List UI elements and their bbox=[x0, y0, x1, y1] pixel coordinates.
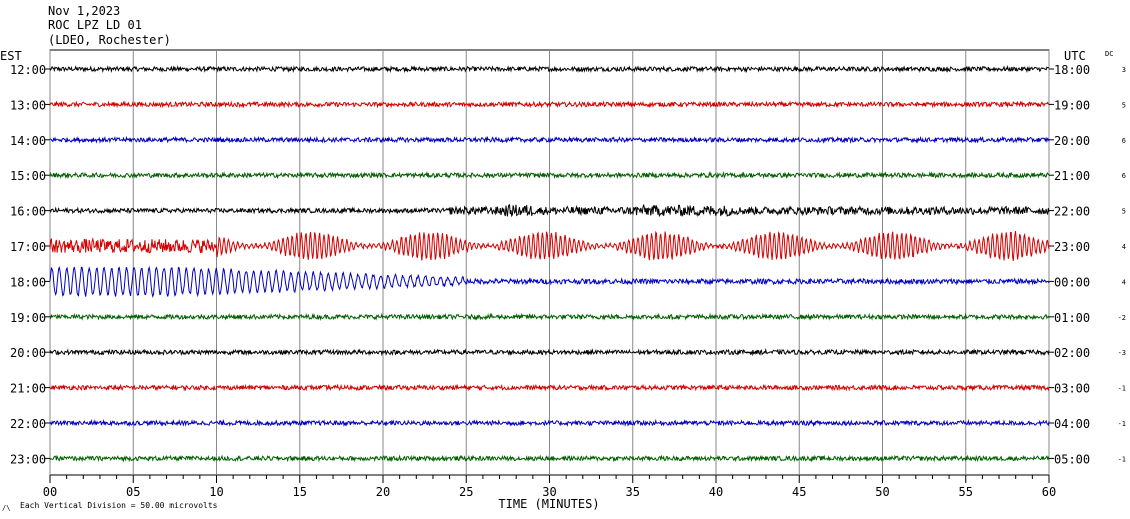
dc-offset-label: 6 bbox=[1122, 137, 1126, 145]
est-hour-label: 16:00 bbox=[10, 205, 46, 219]
trace-0000 bbox=[49, 265, 1050, 299]
utc-axis-title: UTC bbox=[1064, 49, 1086, 63]
x-tick-label: 25 bbox=[459, 485, 473, 499]
x-tick-label: 35 bbox=[626, 485, 640, 499]
dc-offset-label: -1 bbox=[1118, 385, 1126, 393]
est-hour-label: 19:00 bbox=[10, 311, 46, 325]
utc-hour-label: 20:00 bbox=[1054, 134, 1090, 148]
trace-0200 bbox=[49, 348, 1050, 357]
trace-2200 bbox=[49, 203, 1050, 218]
trace-0100 bbox=[49, 312, 1050, 321]
est-axis-title: EST bbox=[0, 49, 22, 63]
dc-offset-label: -2 bbox=[1118, 314, 1126, 322]
est-hour-label: 18:00 bbox=[10, 275, 46, 289]
x-tick-label: 40 bbox=[709, 485, 723, 499]
station-label: ROC LPZ LD 01 bbox=[48, 18, 142, 32]
utc-hour-label: 19:00 bbox=[1054, 98, 1090, 112]
network-label: (LDEO, Rochester) bbox=[48, 33, 171, 47]
trace-1800 bbox=[49, 64, 1049, 74]
dc-offset-label: -1 bbox=[1118, 455, 1126, 463]
scale-note-icon: /\ bbox=[2, 504, 10, 512]
utc-hour-label: 02:00 bbox=[1054, 346, 1090, 360]
utc-hour-label: 21:00 bbox=[1054, 169, 1090, 183]
x-tick-label: 60 bbox=[1042, 485, 1056, 499]
trace-0400 bbox=[49, 418, 1050, 428]
est-hour-label: 12:00 bbox=[10, 63, 46, 77]
dc-offset-label: 3 bbox=[1122, 66, 1126, 74]
utc-hour-label: 05:00 bbox=[1054, 452, 1090, 466]
x-tick-label: 50 bbox=[875, 485, 889, 499]
est-hour-label: 13:00 bbox=[10, 98, 46, 112]
est-hour-label: 22:00 bbox=[10, 417, 46, 431]
utc-hour-label: 03:00 bbox=[1054, 382, 1090, 396]
utc-hour-label: 22:00 bbox=[1054, 205, 1090, 219]
seismic-traces bbox=[49, 64, 1050, 463]
x-axis-title: TIME (MINUTES) bbox=[498, 497, 599, 511]
x-tick-label: 45 bbox=[792, 485, 806, 499]
trace-1900 bbox=[49, 100, 1050, 109]
est-hour-label: 17:00 bbox=[10, 240, 46, 254]
est-hour-label: 21:00 bbox=[10, 382, 46, 396]
est-hour-label: 14:00 bbox=[10, 134, 46, 148]
dc-axis-title: DC bbox=[1105, 50, 1113, 58]
utc-hour-label: 18:00 bbox=[1054, 63, 1090, 77]
chart-labels: EST UTC DC TIME (MINUTES) /\ Each Vertic… bbox=[0, 49, 1126, 512]
dc-offset-label: 6 bbox=[1122, 172, 1126, 180]
dc-offset-label: -3 bbox=[1118, 349, 1126, 357]
utc-hour-label: 01:00 bbox=[1054, 311, 1090, 325]
trace-2300 bbox=[49, 230, 1050, 261]
est-hour-label: 23:00 bbox=[10, 452, 46, 466]
dc-offset-label: 5 bbox=[1122, 101, 1126, 109]
trace-0300 bbox=[49, 383, 1050, 392]
date-label: Nov 1,2023 bbox=[48, 4, 121, 18]
trace-0500 bbox=[49, 454, 1050, 463]
dc-offset-label: 5 bbox=[1122, 208, 1126, 216]
x-tick-label: 00 bbox=[43, 485, 57, 499]
x-tick-label: 05 bbox=[126, 485, 140, 499]
chart-grid bbox=[45, 49, 1054, 483]
utc-hour-label: 23:00 bbox=[1054, 240, 1090, 254]
x-tick-label: 15 bbox=[293, 485, 307, 499]
dc-offset-label: 4 bbox=[1122, 278, 1126, 286]
est-hour-label: 15:00 bbox=[10, 169, 46, 183]
est-hour-label: 20:00 bbox=[10, 346, 46, 360]
utc-hour-label: 00:00 bbox=[1054, 275, 1090, 289]
x-tick-label: 30 bbox=[542, 485, 556, 499]
trace-2100 bbox=[49, 171, 1050, 180]
utc-hour-label: 04:00 bbox=[1054, 417, 1090, 431]
x-tick-label: 20 bbox=[376, 485, 390, 499]
x-tick-label: 55 bbox=[959, 485, 973, 499]
dc-offset-label: 4 bbox=[1122, 243, 1126, 251]
trace-2000 bbox=[49, 135, 1050, 144]
x-tick-label: 10 bbox=[209, 485, 223, 499]
dc-offset-label: -1 bbox=[1118, 420, 1126, 428]
scale-note: Each Vertical Division = 50.00 microvolt… bbox=[20, 501, 218, 510]
